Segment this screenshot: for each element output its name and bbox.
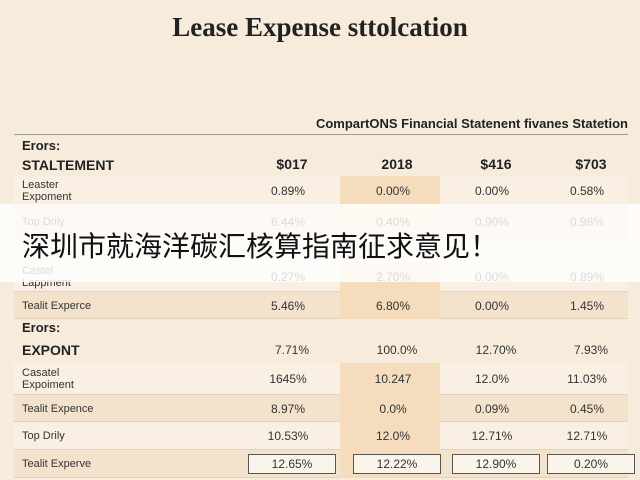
cell: 5.46%: [270, 298, 306, 313]
row-label: Leaster Expoment: [22, 179, 72, 203]
heading-cell: 12.70%: [475, 343, 517, 357]
cell: 0.00%: [375, 184, 411, 198]
section-caption: Erors:: [22, 138, 61, 153]
cell: 0.20%: [547, 454, 635, 474]
col-tint: [340, 363, 440, 395]
cell: 0.89%: [270, 184, 306, 198]
heading-cell: $703: [575, 156, 607, 172]
cell: 12.0%: [474, 372, 510, 386]
cell: 12.71%: [471, 429, 513, 443]
col-tint: [340, 176, 440, 206]
cell: 10.53%: [267, 429, 309, 443]
row-label: Top Drily: [22, 430, 65, 442]
cell: 12.90%: [452, 454, 540, 474]
row-background: [14, 292, 628, 319]
row-background: [14, 395, 628, 422]
row-background: [14, 422, 628, 450]
banner: [0, 204, 640, 282]
row-label: Tealit Experce: [22, 299, 92, 312]
heading-cell: $416: [480, 156, 512, 172]
heading-cell: 2018: [381, 156, 413, 172]
cell: 1.45%: [569, 298, 605, 313]
heading-cell: 100.0%: [376, 343, 418, 357]
heading-cell: 7.93%: [573, 343, 609, 357]
cell: 10.247: [374, 372, 412, 386]
cell: 0.00%: [474, 184, 510, 198]
cell: 12.65%: [248, 454, 336, 474]
section-heading: STALTEMENT: [22, 157, 115, 173]
row-label: Casatel Expoiment: [22, 367, 74, 391]
cell: 12.71%: [566, 429, 608, 443]
cell: 6.80%: [375, 298, 411, 313]
cell: 0.45%: [569, 401, 605, 416]
cell: 0.0%: [379, 401, 407, 416]
cell: 12.0%: [375, 429, 411, 443]
cell: 12.22%: [353, 454, 441, 474]
row-label: Tealit Expence: [22, 402, 94, 415]
cell: 8.97%: [270, 401, 306, 416]
row-label: Tealit Experve: [22, 458, 92, 470]
title: Lease Expense sttolcation: [172, 12, 468, 42]
cell: 11.03%: [567, 372, 607, 386]
heading-cell: 7.71%: [274, 343, 310, 357]
col-tint: [340, 395, 440, 422]
cell: 0.09%: [474, 401, 510, 416]
subtitle: CompartONS Financial Statenent fivanes S…: [315, 116, 628, 131]
col-tint: [340, 292, 440, 319]
banner-text: 深圳市就海洋碳汇核算指南征求意见！: [22, 230, 499, 263]
cell: 1645%: [269, 372, 307, 386]
cell: 0.58%: [569, 184, 605, 198]
section-caption: Erors:: [22, 320, 61, 335]
heading-cell: $017: [276, 156, 308, 172]
col-tint: [340, 422, 440, 450]
row-background: [14, 363, 628, 395]
section-heading: EXPONT: [22, 342, 80, 358]
cell: 0.00%: [474, 298, 510, 313]
rule: [14, 134, 628, 135]
